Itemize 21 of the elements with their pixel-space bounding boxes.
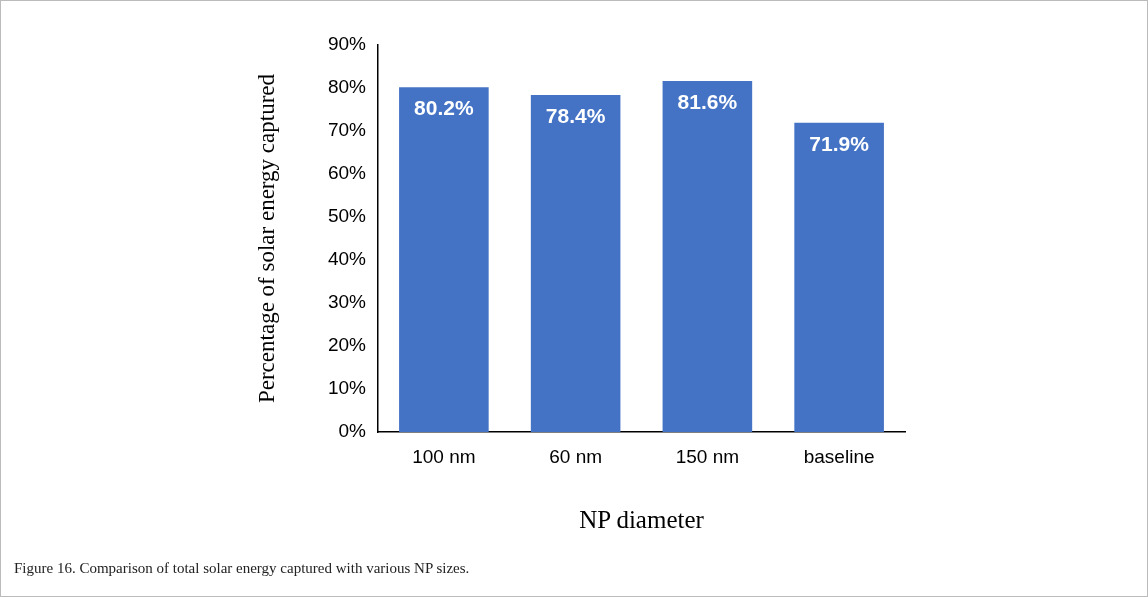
data-label: 81.6% bbox=[677, 90, 738, 114]
data-label: 78.4% bbox=[545, 104, 606, 128]
x-tick-label: 100 nm bbox=[412, 445, 476, 467]
y-tick-label: 70% bbox=[327, 119, 367, 141]
y-tick-label: 80% bbox=[327, 76, 367, 98]
data-label: 71.9% bbox=[809, 132, 870, 156]
x-tick-label: 60 nm bbox=[549, 445, 603, 467]
y-tick-label: 60% bbox=[327, 162, 367, 184]
y-tick-label: 10% bbox=[327, 377, 367, 399]
caption: Figure 16. Comparison of total solar energy captured with various NP sizes. bbox=[14, 560, 470, 577]
y-tick-label: 90% bbox=[327, 33, 367, 55]
y-tick-label: 50% bbox=[327, 205, 367, 227]
y-axis-title: Percentage of solar energy captured bbox=[253, 73, 279, 404]
data-label: 80.2% bbox=[414, 96, 474, 120]
x-tick-label: 150 nm bbox=[675, 445, 740, 467]
y-tick-label: 0% bbox=[338, 420, 367, 442]
y-tick-label: 30% bbox=[327, 291, 367, 313]
y-tick-label: 20% bbox=[327, 334, 367, 356]
x-tick-label: baseline bbox=[803, 445, 875, 467]
y-tick-label: 40% bbox=[327, 248, 367, 270]
x-axis-title: NP diameter bbox=[579, 505, 705, 533]
